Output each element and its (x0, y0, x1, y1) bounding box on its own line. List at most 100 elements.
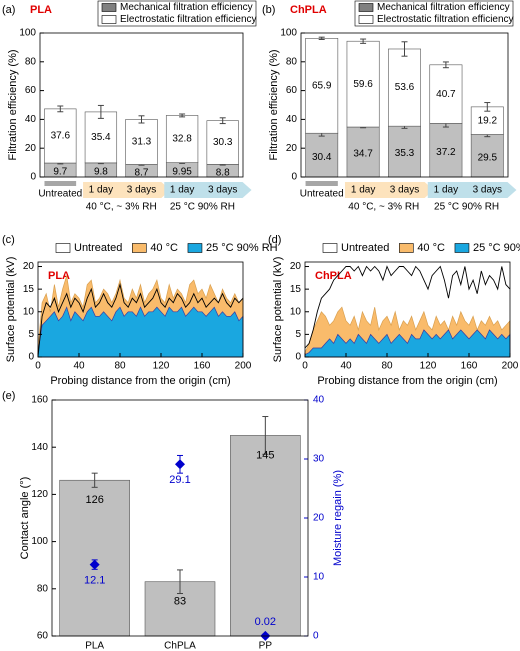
value-label: 35.4 (91, 132, 111, 143)
x-annotation: 3 days (208, 185, 237, 196)
value-label: 9.7 (53, 167, 67, 178)
value-label: 40.7 (436, 89, 456, 100)
value-label: 30.3 (213, 137, 233, 148)
x-annotation: 1 day (89, 185, 113, 196)
plot-area: 126 83 145 12.1 29.1 0.02 (59, 416, 301, 641)
y2-axis-label: Moisture regain (%) (332, 470, 344, 566)
plot-area (37, 275, 244, 358)
bar-segment (84, 111, 118, 164)
error-bar (179, 113, 186, 118)
group-arrow (83, 182, 171, 198)
value-label: 32.8 (172, 134, 192, 145)
value-label: 126 (85, 494, 103, 506)
bar-segment (206, 120, 239, 165)
y2-tick-label: 40 (313, 395, 325, 406)
y-tick-label: 100 (19, 28, 36, 39)
axes-frame (51, 399, 309, 637)
bar-segment (429, 64, 463, 124)
error-bar (91, 559, 98, 570)
x-tick-label: 40 (73, 361, 85, 372)
y-tick-label: 0 (291, 172, 297, 183)
y-tick-label: 60 (286, 85, 298, 96)
group-arrow (344, 182, 434, 198)
y-tick-label: 0 (295, 352, 301, 363)
bar-segment (165, 115, 199, 163)
y-tick-label: 60 (37, 631, 49, 642)
y-axis-label: Contact angle (°) (19, 477, 31, 560)
line (304, 265, 511, 349)
chart-title: ChPLA (315, 270, 352, 282)
x-tick-label: 120 (420, 361, 437, 372)
value-label: 0.02 (255, 616, 276, 628)
error-bar (177, 569, 183, 595)
plot-area: 30.4 65.9 34.7 59.6 35.3 53.6 37.2 40.7 29.5 19.2 (305, 36, 504, 178)
y-tick-label: 20 (290, 261, 302, 272)
value-label: 29.5 (478, 152, 498, 163)
x-tick-label: 200 (235, 361, 252, 372)
panel-label: (d) (268, 234, 281, 246)
panel-label: (c) (2, 234, 15, 246)
bar-segment (388, 125, 421, 178)
axes-frame (37, 261, 244, 358)
y2-tick-label: 30 (313, 454, 325, 465)
y-tick-label: 80 (37, 583, 49, 594)
y-tick-label: 15 (290, 284, 302, 295)
axes-frame (300, 32, 509, 178)
x-tick-label: PP (259, 641, 273, 651)
legend-swatch (399, 243, 414, 253)
y2-tick-label: 0 (313, 631, 319, 642)
value-label: 12.1 (84, 575, 105, 587)
y-tick-label: 10 (290, 306, 302, 317)
x-annotation: 3 days (390, 185, 419, 196)
y-axis-label: Filtration efficiency (%) (268, 49, 280, 160)
legend-box (97, 0, 257, 27)
y-tick-label: 60 (25, 85, 37, 96)
x-tick-label: 40 (340, 361, 352, 372)
value-label: 59.6 (353, 79, 373, 90)
legend-label: 25 °C 90% RH (473, 242, 520, 254)
x-annotation: Untreated (300, 189, 344, 200)
plot-area (304, 265, 511, 358)
legend-label: 40 °C (417, 242, 445, 254)
legend-label: Mechanical filtration efficiency (120, 2, 253, 13)
axes-frame (304, 261, 511, 358)
x-annotation: 1 day (170, 185, 194, 196)
group-label: 25 °C 90% RH (434, 202, 499, 213)
legend-label: Electrostatic filtration efficiency (120, 14, 257, 25)
y-tick-label: 0 (30, 172, 36, 183)
error-bar (91, 472, 98, 488)
panel-label: (a) (2, 4, 15, 16)
x-tick-label: ChPLA (164, 641, 196, 651)
axes-frame (39, 32, 244, 178)
y-tick-label: 100 (31, 536, 48, 547)
bar-segment (388, 48, 421, 127)
legend-swatch (101, 3, 117, 12)
untreated-marker (44, 181, 77, 186)
value-label: 65.9 (312, 80, 332, 91)
group-label: 40 °C, ~ 3% RH (348, 202, 419, 213)
legend-label: 25 °C 90% RH (206, 242, 278, 254)
legend-box (354, 0, 514, 27)
y-tick-label: 0 (28, 352, 34, 363)
error-bar (138, 115, 145, 124)
legend-label: Electrostatic filtration efficiency (377, 14, 514, 25)
y-tick-label: 140 (31, 442, 48, 453)
x-tick-label: 80 (114, 361, 126, 372)
legend-swatch (187, 243, 203, 253)
bar-segment (305, 132, 339, 178)
y-tick-label: 20 (23, 261, 35, 272)
legend-label: 40 °C (150, 242, 178, 254)
x-tick-label: 0 (302, 361, 308, 372)
bar-segment (346, 126, 380, 178)
y-axis-label: Surface potential (kV) (272, 257, 284, 363)
bar-segment (429, 123, 463, 178)
x-annotation: 3 days (473, 185, 502, 196)
y-tick-label: 5 (28, 329, 34, 340)
x-axis-label: Probing distance from the origin (cm) (50, 375, 230, 387)
x-annotation: 1 day (351, 185, 375, 196)
y-tick-label: 20 (286, 143, 298, 154)
x-annotation: 1 day (434, 185, 458, 196)
error-bar (442, 61, 449, 69)
x-axis-label: Probing distance from the origin (cm) (317, 375, 497, 387)
